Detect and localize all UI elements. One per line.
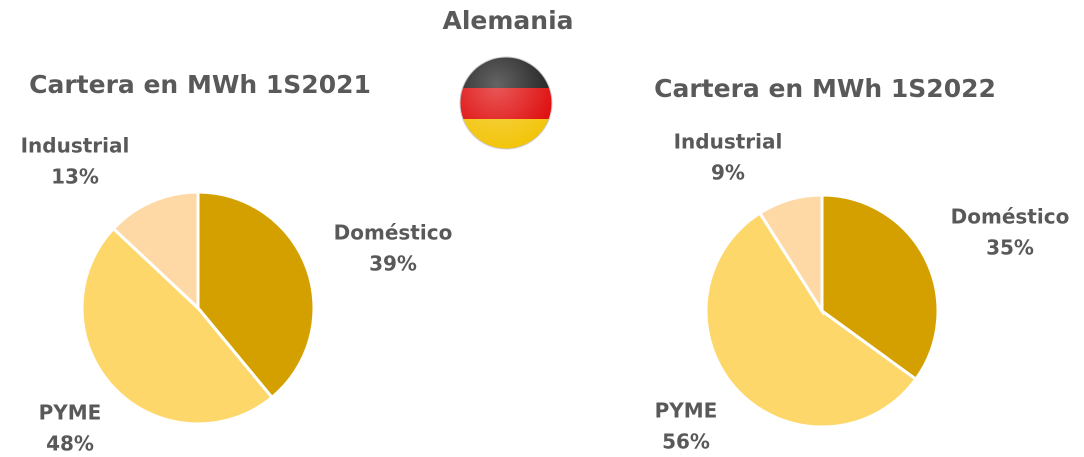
pie-slice: [820, 193, 940, 382]
pie-slice: [704, 210, 918, 429]
slice-value-label: 13%: [51, 165, 99, 189]
pie-slice: [111, 190, 200, 312]
chart-title: Cartera en MWh 1S2022: [654, 74, 996, 103]
slice-value-label: 48%: [46, 432, 94, 456]
pie-slice: [196, 190, 316, 400]
slice-category: Doméstico: [951, 205, 1070, 229]
header: Alemania: [442, 6, 573, 35]
flag-rim: [459, 56, 553, 150]
slice-category: Industrial: [674, 130, 783, 154]
pie-slice: [757, 193, 824, 317]
slice-category: PYME: [655, 399, 718, 423]
slice-category: Industrial: [21, 134, 130, 158]
slice-category: Doméstico: [334, 221, 453, 245]
slice-category: PYME: [39, 401, 102, 425]
pie-slice: [80, 226, 275, 426]
slice-value-label: 9%: [711, 161, 745, 185]
slice-value-label: 56%: [662, 430, 710, 454]
slice-value-label: 35%: [986, 236, 1034, 260]
chart-title: Cartera en MWh 1S2021: [29, 70, 371, 99]
slice-value-label: 39%: [369, 252, 417, 276]
